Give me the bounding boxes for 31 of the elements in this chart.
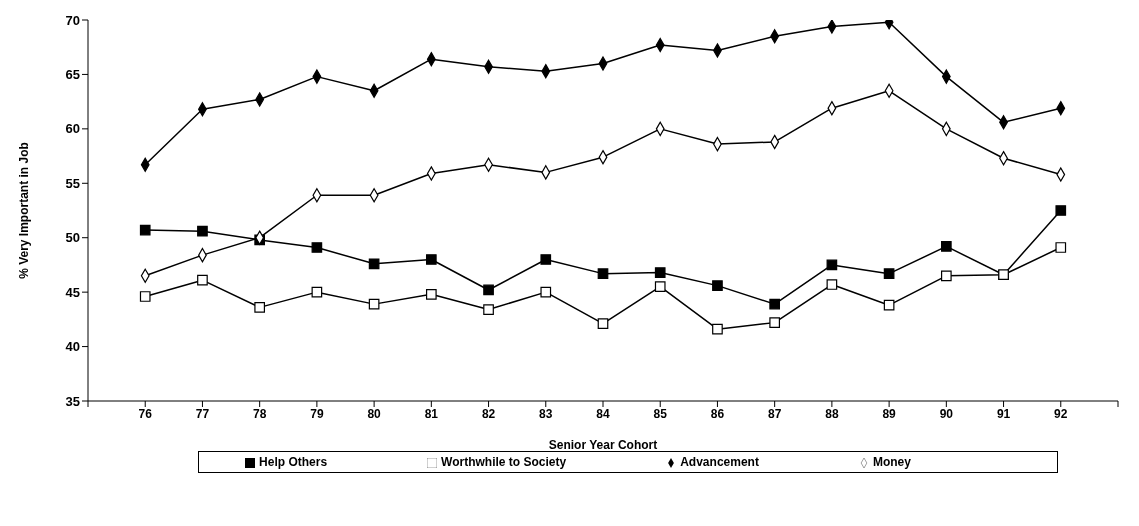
x-tick-label: 82 xyxy=(481,406,496,421)
x-tick-label: 83 xyxy=(539,406,553,421)
x-tick-label: 91 xyxy=(996,406,1011,421)
y-tick-label: 50 xyxy=(65,230,80,246)
y-tick-label: 35 xyxy=(65,393,80,409)
x-tick-label: 90 xyxy=(939,406,954,421)
x-tick-label: 79 xyxy=(310,406,324,421)
x-tick-label: 84 xyxy=(596,406,610,421)
x-tick-label: 77 xyxy=(195,406,210,421)
x-tick-label: 88 xyxy=(825,406,839,421)
y-axis-title: % Very Important in Job xyxy=(17,142,32,279)
x-tick-label: 87 xyxy=(767,406,782,421)
y-tick-label: 70 xyxy=(65,12,80,28)
x-tick-label: 89 xyxy=(882,406,897,421)
x-tick-label: 92 xyxy=(1054,406,1068,421)
x-tick-label: 78 xyxy=(252,406,267,421)
legend-label: Money xyxy=(872,455,911,469)
y-tick-label: 55 xyxy=(65,175,80,191)
legend-label: Help Others xyxy=(259,455,328,469)
legend-label: Worthwhile to Society xyxy=(441,455,567,469)
y-tick-label: 45 xyxy=(65,284,80,300)
legend-label: Advancement xyxy=(680,455,759,469)
x-axis-title: Senior Year Cohort xyxy=(548,438,658,452)
y-tick-label: 65 xyxy=(65,67,80,83)
y-tick-label: 60 xyxy=(65,121,80,137)
x-tick-label: 81 xyxy=(424,406,439,421)
x-tick-label: 85 xyxy=(653,406,668,421)
x-tick-label: 80 xyxy=(367,406,382,421)
x-tick-label: 76 xyxy=(138,406,153,421)
x-tick-label: 86 xyxy=(710,406,725,421)
y-tick-label: 40 xyxy=(65,339,80,355)
